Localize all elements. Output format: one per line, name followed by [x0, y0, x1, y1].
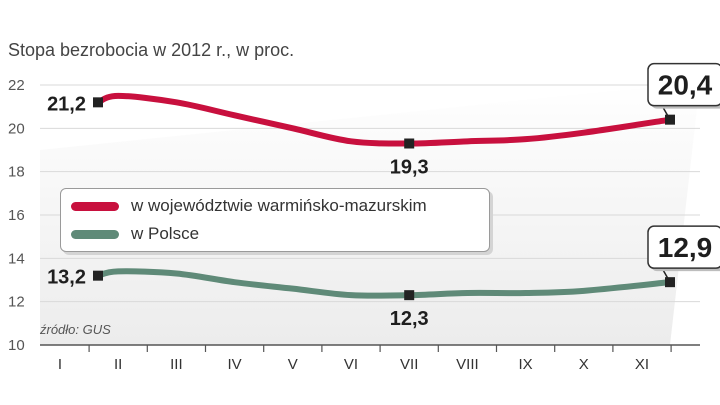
- callout-box: [647, 225, 720, 269]
- legend-swatch-regional: [71, 201, 119, 211]
- y-tick-label: 20: [8, 120, 25, 137]
- chart-title: Stopa bezrobocia w 2012 r., w proc.: [8, 40, 295, 60]
- data-label-callout: 12,9: [658, 232, 713, 263]
- x-tick-label: VI: [344, 356, 358, 373]
- y-tick-label: 10: [8, 337, 25, 354]
- data-point-marker: [93, 97, 103, 108]
- x-tick-label: IV: [228, 356, 242, 373]
- x-tick-label: V: [288, 356, 298, 373]
- x-tick-label: X: [579, 356, 589, 373]
- y-tick-label: 16: [8, 207, 25, 224]
- data-point-marker: [404, 138, 415, 149]
- source-note: źródło: GUS: [40, 322, 111, 337]
- data-label: 21,2: [47, 93, 86, 115]
- y-tick-label: 14: [8, 250, 25, 267]
- x-tick-label: VIII: [456, 356, 479, 373]
- data-label: 13,2: [47, 267, 86, 289]
- y-tick-label: 18: [8, 164, 25, 181]
- x-tick-label: III: [170, 356, 183, 373]
- x-tick-label: XI: [635, 356, 649, 373]
- data-point-marker: [93, 270, 103, 281]
- data-label-callout: 20,4: [658, 70, 713, 101]
- x-tick-label: VII: [400, 356, 418, 373]
- series-line-regional: [95, 92, 673, 147]
- series-line-national: [95, 268, 673, 299]
- x-tick-label: II: [114, 356, 122, 373]
- legend-label-regional: w województwie warmińsko-mazurskim: [131, 196, 427, 215]
- legend-swatch-national: [71, 229, 119, 239]
- data-label: 12,3: [390, 308, 429, 330]
- legend-label-national: w Polsce: [131, 224, 200, 243]
- legend-item-national: w Polsce: [71, 221, 199, 247]
- data-label: 19,3: [390, 157, 429, 179]
- y-tick-label: 12: [8, 294, 25, 311]
- data-point-marker: [404, 290, 415, 301]
- legend-item-regional: w województwie warmińsko-mazurskim: [71, 193, 427, 219]
- chart-legend: w województwie warmińsko-mazurskim w Pol…: [60, 188, 490, 252]
- y-tick-label: 22: [8, 77, 25, 94]
- x-tick-label: I: [58, 356, 62, 373]
- x-tick-label: IX: [519, 356, 533, 373]
- callout-box: [647, 62, 720, 107]
